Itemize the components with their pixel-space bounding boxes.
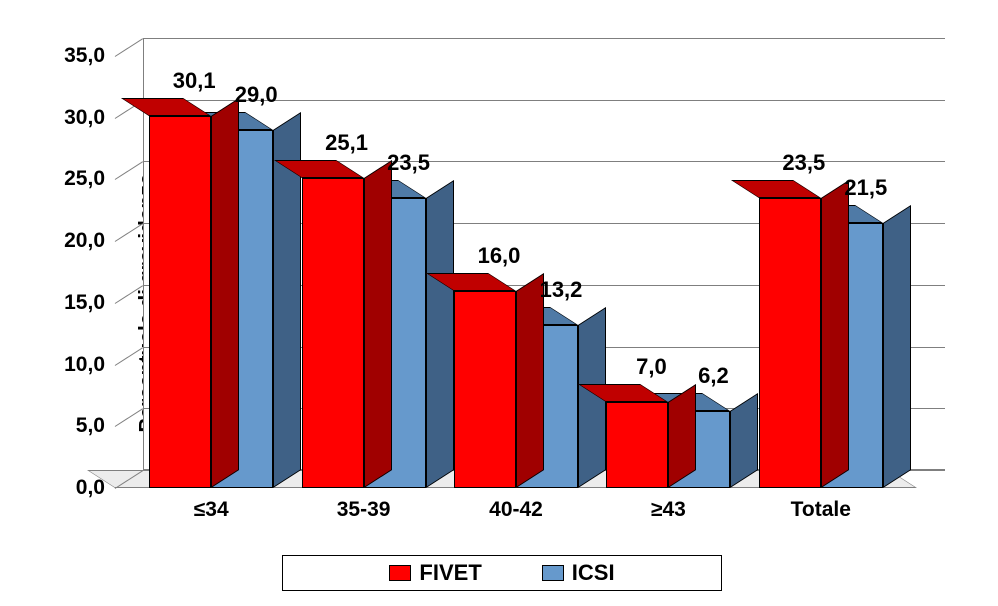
legend-swatch [542,565,564,581]
ytick-label: 20,0 [64,229,115,253]
gridline-depth [115,285,144,304]
gridline-depth [115,223,144,242]
ytick-label: 15,0 [64,291,115,315]
x-category-label: ≤34 [194,498,229,522]
bar-value-label: 13,2 [540,277,583,303]
x-category-label: ≥43 [651,498,686,522]
ytick-label: 30,0 [64,106,115,130]
bar [454,291,516,488]
ytick-label: 5,0 [76,414,115,438]
ytick-label: 25,0 [64,167,115,191]
bar [759,198,821,488]
ytick-label: 35,0 [64,44,115,68]
bar-value-label: 21,5 [844,175,887,201]
bar [149,116,211,488]
legend-item: ICSI [542,560,615,586]
gridline-depth [115,347,144,366]
ytick-label: 0,0 [76,476,115,500]
gridline-depth [115,38,144,57]
ytick-label: 10,0 [64,353,115,377]
bar-value-label: 25,1 [325,130,368,156]
x-category-label: 35-39 [337,498,391,522]
x-category-label: 40-42 [489,498,543,522]
legend: FIVET ICSI [282,555,722,591]
plot-area: 0,05,010,015,020,025,030,035,0≤3430,129,… [115,38,945,488]
bar-value-label: 29,0 [235,82,278,108]
bar [606,402,668,488]
bar-value-label: 23,5 [782,150,825,176]
gridline-depth [115,408,144,427]
bar-value-label: 6,2 [698,363,729,389]
legend-label: ICSI [572,560,615,586]
bar [302,178,364,488]
chart-container: Percentuale di gravidanze 0,05,010,015,0… [0,0,998,606]
legend-swatch [389,565,411,581]
bar-value-label: 16,0 [478,243,521,269]
bar-value-label: 7,0 [636,354,667,380]
legend-label: FIVET [419,560,481,586]
legend-item: FIVET [389,560,481,586]
bar-value-label: 23,5 [387,150,430,176]
gridline-depth [115,162,144,181]
x-category-label: Totale [791,498,851,522]
bar-value-label: 30,1 [173,68,216,94]
